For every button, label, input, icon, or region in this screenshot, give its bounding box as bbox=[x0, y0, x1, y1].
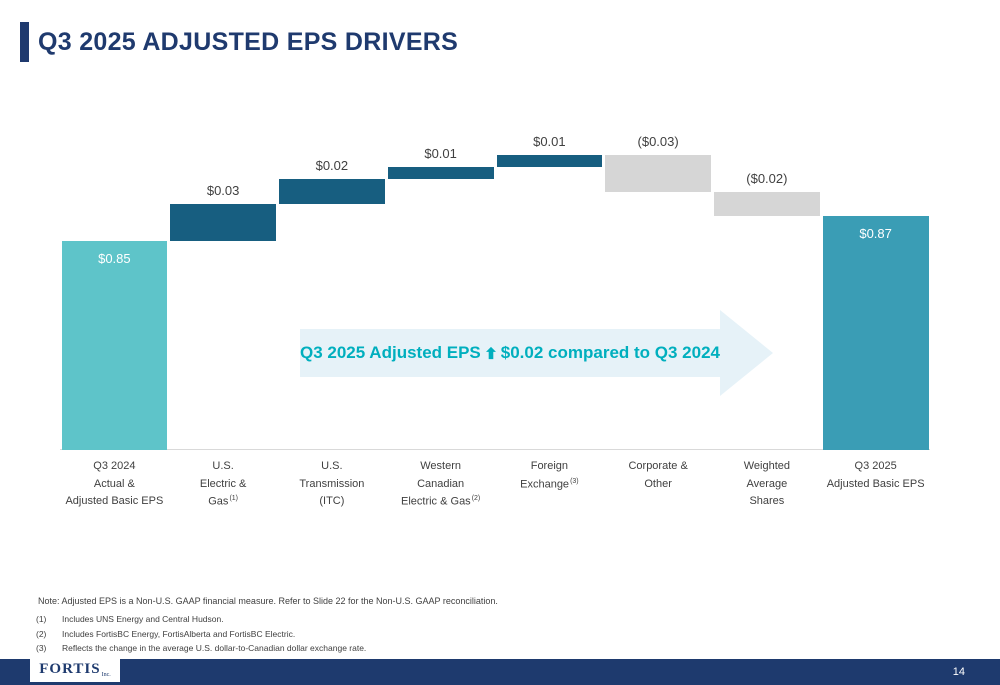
footnote-text: Includes UNS Energy and Central Hudson. bbox=[62, 614, 224, 624]
annotation-prefix: Q3 2025 Adjusted EPS bbox=[300, 343, 481, 362]
waterfall-bar bbox=[279, 179, 385, 204]
footnote-text: Includes FortisBC Energy, FortisAlberta … bbox=[62, 628, 296, 639]
x-axis-label: Corporate & Other bbox=[628, 460, 688, 490]
waterfall-chart: $0.85 $0.03 $0.02 $0.01 $0.01 ($0.03) ($0.02) $… bbox=[60, 130, 930, 450]
bar-value-label: $0.85 bbox=[98, 250, 131, 266]
footnotes: (1) Includes UNS Energy and Central Huds… bbox=[36, 614, 366, 658]
logo-text: FORTIS bbox=[39, 661, 101, 677]
footnote-number: (2) bbox=[36, 628, 47, 639]
waterfall-bar bbox=[61, 240, 168, 450]
waterfall-bar bbox=[496, 154, 603, 167]
bar-value-label: $0.87 bbox=[859, 226, 892, 242]
page-number: 14 bbox=[952, 666, 965, 678]
x-axis-label: U.S. Electric & Gas(1) bbox=[199, 460, 247, 508]
right-arrow-shape bbox=[300, 310, 773, 396]
annotation-suffix: $0.02 compared to Q3 2024 bbox=[500, 343, 720, 362]
eps-change-annotation: Q3 2025 Adjusted EPS $0.02 compared to Q… bbox=[300, 308, 775, 398]
x-axis-label: Foreign Exchange(3) bbox=[520, 460, 579, 491]
bar-value-label: $0.02 bbox=[315, 158, 349, 174]
fortis-logo: FORTIS Inc. bbox=[30, 657, 120, 682]
up-arrow-icon bbox=[485, 346, 496, 360]
bar-value-label: $0.03 bbox=[206, 182, 240, 198]
x-axis-labels: Q3 2024 Actual & Adjusted Basic EPS U.S. Ele… bbox=[60, 458, 930, 511]
x-axis-label: Western Canadian Electric & Gas(2) bbox=[401, 460, 481, 508]
waterfall-bar bbox=[170, 203, 276, 241]
bar-value-label: $0.01 bbox=[533, 133, 566, 149]
footnote: (3) Reflects the change in the average U… bbox=[36, 643, 366, 653]
footnote: (2) Includes FortisBC Energy, FortisAlbe… bbox=[36, 629, 366, 639]
footnote-number: (1) bbox=[36, 614, 47, 624]
footnote-text: Reflects the change in the average U.S. … bbox=[62, 643, 367, 653]
title-accent-bar bbox=[20, 22, 29, 62]
x-axis-label: Q3 2025 Adjusted Basic EPS bbox=[826, 460, 925, 490]
waterfall-bar bbox=[605, 154, 711, 192]
waterfall-bar bbox=[387, 166, 494, 180]
waterfall-bar bbox=[822, 216, 929, 450]
gaap-note: Note: Adjusted EPS is a Non-U.S. GAAP fi… bbox=[38, 596, 498, 606]
page-title: Q3 2025 ADJUSTED EPS DRIVERS bbox=[38, 27, 459, 56]
waterfall-bar bbox=[714, 191, 820, 217]
footnote-number: (3) bbox=[36, 643, 47, 653]
footer-bar: FORTIS Inc. 14 bbox=[0, 657, 1000, 685]
annotation-text: Q3 2025 Adjusted EPS $0.02 compared to Q… bbox=[300, 308, 720, 398]
x-axis-label: Weighted Average Shares bbox=[743, 460, 791, 508]
logo-suffix: Inc. bbox=[101, 672, 111, 678]
bar-value-label: ($0.02) bbox=[746, 170, 788, 186]
bar-value-label: ($0.03) bbox=[637, 133, 679, 149]
bar-value-label: $0.01 bbox=[424, 145, 457, 161]
x-axis-label: U.S. Transmission (ITC) bbox=[299, 460, 365, 508]
x-axis-label: Q3 2024 Actual & Adjusted Basic EPS bbox=[65, 460, 164, 508]
footnote: (1) Includes UNS Energy and Central Huds… bbox=[36, 614, 366, 624]
slide-header: Q3 2025 ADJUSTED EPS DRIVERS bbox=[20, 22, 458, 62]
